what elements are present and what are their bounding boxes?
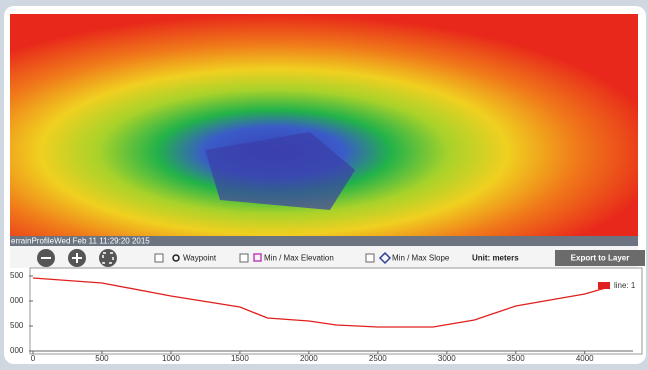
minus-icon bbox=[41, 257, 51, 259]
pit-floor bbox=[205, 132, 355, 210]
y-tick-label: 500 bbox=[10, 321, 24, 330]
y-tick-label: 500 bbox=[10, 271, 24, 280]
elevation-checkbox[interactable] bbox=[239, 253, 249, 263]
x-tick-label: 3000 bbox=[438, 354, 456, 363]
legend-swatch bbox=[598, 282, 610, 289]
x-tick-label: 500 bbox=[95, 354, 109, 363]
plus-icon bbox=[76, 253, 78, 263]
x-tick-label: 4000 bbox=[576, 354, 594, 363]
export-label: Export to Layer bbox=[571, 254, 630, 263]
x-tick-label: 1500 bbox=[231, 354, 249, 363]
x-tick-label: 2500 bbox=[369, 354, 387, 363]
status-bar bbox=[10, 236, 638, 246]
unit-label: Unit: meters bbox=[472, 254, 519, 263]
y-tick-label: 000 bbox=[10, 346, 24, 355]
slope-label: Min / Max Slope bbox=[392, 254, 450, 263]
status-text: errainProfileWed Feb 11 11:29:20 2015 bbox=[11, 237, 150, 246]
plot-area bbox=[29, 267, 643, 355]
elevation-label: Min / Max Elevation bbox=[264, 254, 334, 263]
waypoint-checkbox[interactable] bbox=[154, 253, 164, 263]
y-tick-label: 000 bbox=[10, 296, 24, 305]
fit-button[interactable] bbox=[99, 249, 117, 267]
waypoint-label: Waypoint bbox=[183, 254, 217, 263]
profile-line bbox=[32, 277, 606, 328]
x-tick-label: 3500 bbox=[507, 354, 525, 363]
x-tick-label: 0 bbox=[31, 354, 36, 363]
toolbar bbox=[10, 246, 638, 268]
export-button[interactable] bbox=[555, 250, 645, 266]
x-tick-label: 2000 bbox=[300, 354, 318, 363]
slope-checkbox[interactable] bbox=[365, 253, 375, 263]
fit-icon bbox=[102, 252, 114, 264]
elevation-icon bbox=[253, 253, 262, 262]
slope-icon bbox=[378, 251, 392, 265]
waypoint-icon bbox=[172, 254, 180, 262]
legend-label: line: 1 bbox=[614, 281, 636, 290]
x-tick-label: 1000 bbox=[162, 354, 180, 363]
